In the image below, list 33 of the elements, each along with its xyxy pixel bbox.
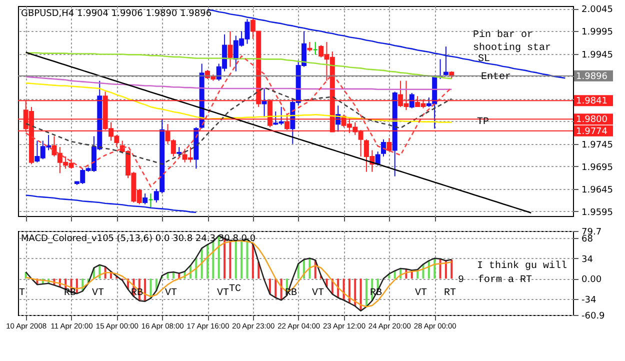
y-tick-label: 68 [582,234,594,244]
ref-line-label: 1.9896 [576,72,608,82]
y-tick-label: 1.9595 [582,208,613,218]
annotation: shooting star [472,42,552,54]
y-tick-label: -34 [582,295,596,306]
annotation: RT [444,288,456,299]
ref-line-label: 1.9800 [576,115,608,126]
annotation: TP [476,117,490,128]
y-tick-label: 2.0045 [582,5,613,16]
annotation: VT [312,288,324,299]
annotation: SL [478,54,490,65]
annotation: Enter [480,72,512,83]
annotation: T [18,288,26,299]
y-tick-label: 1.9645 [582,185,613,196]
annotation: Pin bar or [472,29,534,41]
y-tick-label: 1.9745 [582,140,613,150]
annotation: VT [92,288,104,299]
y-tick-label: 34 [582,254,594,265]
y-tick-label: 1.9945 [582,50,613,60]
ref-line-label: 1.9841 [576,96,608,107]
annotation: VT [414,288,428,299]
annotation: 9 [458,275,464,286]
ref-line-label: 1.9774 [576,126,608,137]
y-tick-label: 0.00 [582,275,602,286]
y-tick-label: 1.9995 [582,28,613,38]
annotation: I think gu will [476,260,568,272]
chart-title: GBPUSD,H4 1.9904 1.9906 1.9890 1.9896 [21,9,212,19]
annotation: TC [228,284,242,295]
y-tick-label: 1.9695 [582,162,613,173]
annotation: VT [216,288,230,299]
annotation: form a RT [478,274,532,286]
y-tick-label: -60.9 [582,312,606,322]
annotation: VT [164,288,178,299]
